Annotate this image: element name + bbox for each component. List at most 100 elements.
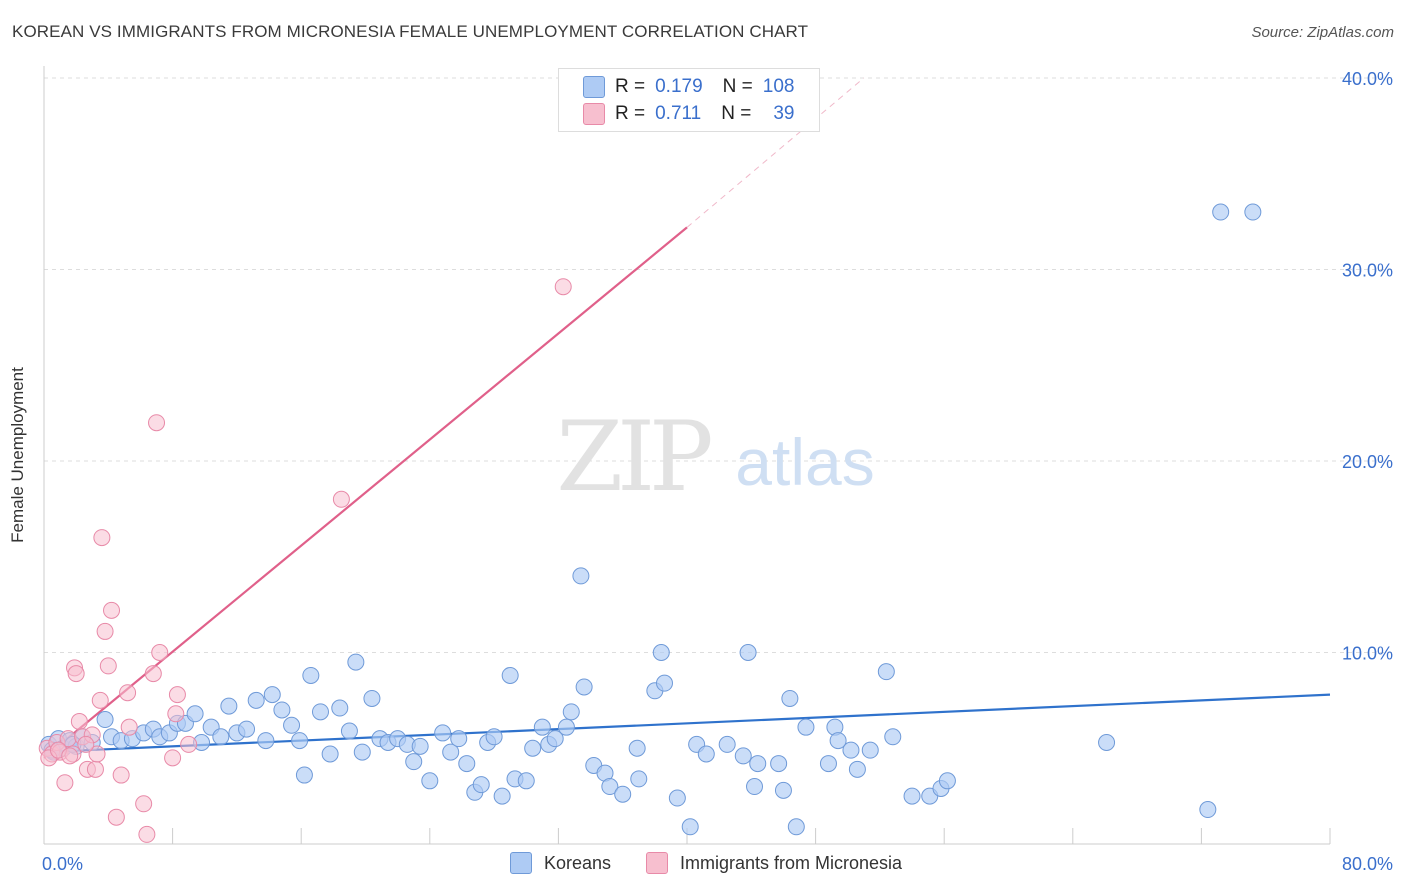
n-value: 39 bbox=[773, 103, 795, 124]
korean-point bbox=[450, 730, 468, 748]
korean-point bbox=[96, 711, 114, 729]
y-tick-label: 40.0% bbox=[1342, 69, 1393, 89]
korean-point bbox=[405, 753, 423, 771]
micronesia-point bbox=[67, 665, 85, 683]
korean-point bbox=[524, 739, 542, 757]
n-label: N = bbox=[721, 103, 752, 124]
korean-point bbox=[884, 728, 902, 746]
chart-title: KOREAN VS IMMIGRANTS FROM MICRONESIA FEM… bbox=[12, 22, 809, 41]
korean-point bbox=[655, 674, 673, 692]
legend-item-koreans: Koreans bbox=[510, 852, 611, 874]
n-label: N = bbox=[722, 76, 753, 97]
micronesia-point bbox=[167, 705, 185, 723]
micronesia-point bbox=[56, 774, 74, 792]
y-tick-label: 10.0% bbox=[1342, 644, 1393, 664]
korean-point bbox=[562, 703, 580, 721]
korean-trend-line bbox=[43, 693, 1331, 754]
korean-point bbox=[601, 778, 619, 796]
korean-point bbox=[485, 728, 503, 746]
r-value: 0.711 bbox=[655, 103, 702, 124]
korean-point bbox=[533, 718, 551, 736]
micronesia-point bbox=[120, 718, 138, 736]
korean-point bbox=[781, 689, 799, 707]
micronesia-swatch bbox=[646, 852, 668, 874]
korean-point bbox=[1098, 734, 1116, 752]
korean-point bbox=[434, 724, 452, 742]
micronesia-point bbox=[103, 601, 121, 619]
korean-point bbox=[363, 689, 381, 707]
korean-point bbox=[797, 718, 815, 736]
micronesia-point bbox=[70, 712, 88, 730]
korean-point bbox=[546, 730, 564, 748]
watermark: ZIP atlas bbox=[556, 401, 874, 513]
korean-point bbox=[263, 686, 281, 704]
micronesia-point bbox=[88, 745, 106, 763]
micronesia-point bbox=[332, 490, 350, 508]
korean-point bbox=[340, 722, 358, 740]
y-tick-label: 30.0% bbox=[1342, 261, 1393, 281]
x-tick-label: 0.0% bbox=[42, 854, 83, 874]
micronesia-point bbox=[112, 766, 130, 784]
korean-point bbox=[652, 644, 670, 661]
r-label: R = bbox=[615, 103, 646, 124]
korean-point bbox=[819, 755, 837, 773]
korean-point bbox=[938, 772, 956, 790]
korean-point bbox=[718, 735, 736, 753]
korean-point bbox=[787, 818, 805, 836]
watermark-atlas: atlas bbox=[735, 425, 874, 499]
axes bbox=[43, 66, 1331, 845]
legend-label-micronesia: Immigrants from Micronesia bbox=[680, 852, 903, 873]
korean-point bbox=[1199, 801, 1217, 819]
watermark-zip: ZIP bbox=[556, 401, 711, 513]
korean-point bbox=[774, 781, 792, 799]
korean-point bbox=[557, 718, 575, 736]
y-axis-label: Female Unemployment bbox=[8, 367, 27, 543]
korean-point bbox=[331, 699, 349, 717]
korean-point bbox=[842, 741, 860, 759]
source-label: Source: ZipAtlas.com bbox=[1251, 24, 1394, 41]
r-value: 0.179 bbox=[655, 76, 703, 97]
x-tick-label: 80.0% bbox=[1342, 854, 1393, 874]
korean-point bbox=[628, 739, 646, 757]
korean-point bbox=[442, 743, 460, 761]
korean-point bbox=[347, 653, 365, 671]
y-tick-label: 20.0% bbox=[1342, 452, 1393, 472]
korean-point bbox=[220, 697, 238, 715]
micronesia-point bbox=[119, 684, 137, 702]
korean-point bbox=[614, 785, 632, 803]
korean-point bbox=[697, 745, 715, 763]
micronesia-point bbox=[144, 665, 162, 683]
korean-point bbox=[749, 755, 767, 773]
korean-point bbox=[877, 663, 895, 681]
micronesia-point bbox=[135, 795, 153, 813]
micronesia-point bbox=[77, 735, 95, 753]
micronesia-point bbox=[180, 735, 198, 753]
micronesia-point bbox=[554, 278, 572, 296]
korean-point bbox=[1244, 203, 1262, 221]
korean-point bbox=[829, 732, 847, 750]
micronesia-point bbox=[107, 808, 125, 826]
korean-point bbox=[302, 666, 320, 684]
correlation-legend: R = 0.179 N = 108 R = 0.711 N = 39 bbox=[558, 68, 820, 132]
legend-label-koreans: Koreans bbox=[544, 852, 612, 873]
series-legend: Koreans Immigrants from Micronesia bbox=[0, 852, 1406, 878]
korean-point bbox=[746, 778, 764, 796]
micronesia-point bbox=[99, 657, 117, 675]
korean-point bbox=[493, 787, 511, 805]
korean-point bbox=[295, 766, 313, 784]
korean-point bbox=[848, 760, 866, 778]
korean-point bbox=[861, 741, 879, 759]
r-label: R = bbox=[615, 76, 646, 97]
korean-point bbox=[770, 755, 788, 773]
micronesia-point bbox=[168, 686, 186, 704]
korean-point bbox=[283, 716, 301, 734]
korean-point bbox=[186, 705, 204, 723]
korean-point bbox=[572, 567, 590, 585]
n-value: 108 bbox=[762, 76, 795, 97]
micronesia-point bbox=[148, 414, 166, 432]
korean-swatch bbox=[583, 76, 605, 98]
korean-point bbox=[411, 737, 429, 755]
korean-point bbox=[212, 728, 230, 746]
korean-point bbox=[739, 644, 757, 661]
